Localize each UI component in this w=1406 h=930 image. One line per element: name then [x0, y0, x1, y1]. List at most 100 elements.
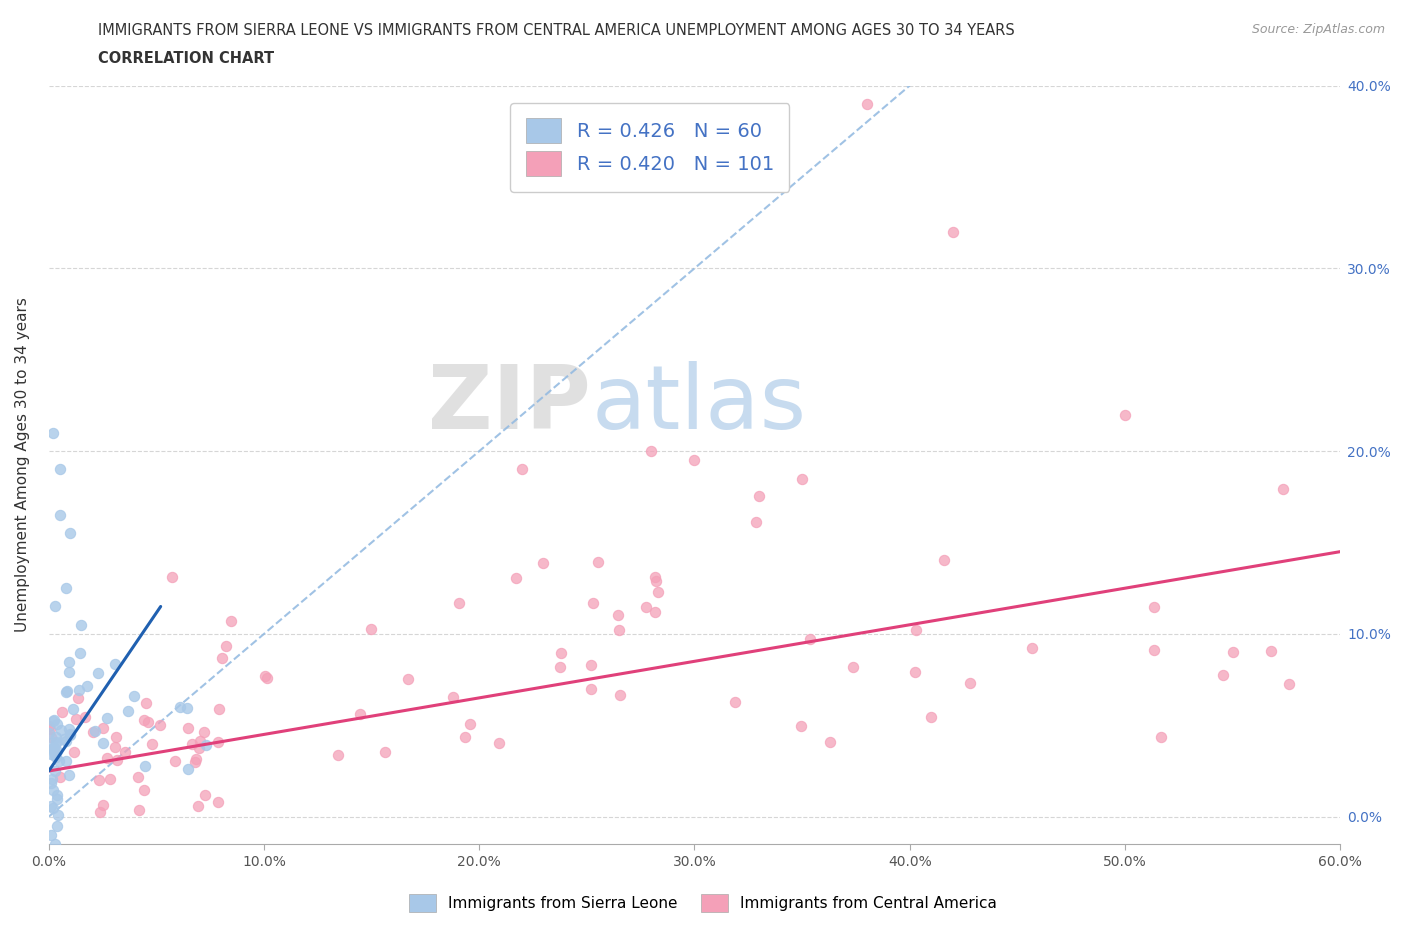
Point	[58, 665, 80, 680]
Point	[82, 724, 104, 739]
Point	[647, 584, 669, 599]
Point	[550, 659, 572, 674]
Text: ZIP: ZIP	[429, 361, 591, 447]
Point	[96, 751, 118, 765]
Point	[67, 691, 90, 706]
Point	[93, 735, 115, 750]
Point	[396, 671, 419, 686]
Point	[55, 684, 77, 699]
Point	[48, 508, 70, 523]
Point	[51, 705, 73, 720]
Point	[55, 753, 77, 768]
Point	[180, 737, 202, 751]
Point	[183, 754, 205, 769]
Point	[42, 740, 65, 755]
Point	[531, 555, 554, 570]
Point	[256, 671, 278, 685]
Point	[41, 736, 63, 751]
Point	[98, 771, 121, 786]
Point	[163, 753, 186, 768]
Point	[69, 645, 91, 660]
Legend: Immigrants from Sierra Leone, Immigrants from Central America: Immigrants from Sierra Leone, Immigrants…	[402, 888, 1004, 918]
Point	[177, 720, 200, 735]
Point	[62, 702, 84, 717]
Text: atlas: atlas	[591, 361, 806, 447]
Point	[1143, 643, 1166, 658]
Point	[55, 580, 77, 595]
Point	[138, 714, 160, 729]
Point	[208, 702, 231, 717]
Point	[194, 788, 217, 803]
Point	[45, 736, 67, 751]
Point	[87, 773, 110, 788]
Point	[905, 623, 928, 638]
Point	[1260, 644, 1282, 658]
Point	[44, 764, 66, 778]
Point	[644, 604, 666, 619]
Point	[117, 703, 139, 718]
Point	[932, 553, 955, 568]
Point	[63, 744, 86, 759]
Text: Source: ZipAtlas.com: Source: ZipAtlas.com	[1251, 23, 1385, 36]
Point	[1222, 644, 1244, 659]
Point	[89, 805, 111, 820]
Point	[42, 800, 65, 815]
Point	[1272, 482, 1295, 497]
Point	[44, 712, 66, 727]
Point	[505, 570, 527, 585]
Point	[747, 488, 769, 503]
Point	[550, 645, 572, 660]
Point	[141, 737, 163, 751]
Point	[349, 707, 371, 722]
Point	[45, 744, 67, 759]
Text: CORRELATION CHART: CORRELATION CHART	[98, 51, 274, 66]
Point	[942, 224, 965, 239]
Point	[184, 751, 207, 766]
Point	[190, 734, 212, 749]
Point	[579, 682, 602, 697]
Point	[105, 753, 128, 768]
Point	[609, 687, 631, 702]
Point	[44, 740, 66, 755]
Point	[920, 710, 942, 724]
Point	[44, 748, 66, 763]
Point	[58, 722, 80, 737]
Point	[45, 735, 67, 750]
Point	[46, 818, 69, 833]
Point	[73, 710, 96, 724]
Point	[70, 618, 93, 632]
Point	[42, 745, 65, 760]
Point	[39, 747, 62, 762]
Point	[253, 669, 276, 684]
Point	[634, 600, 657, 615]
Point	[104, 657, 127, 671]
Point	[59, 526, 82, 541]
Point	[1143, 600, 1166, 615]
Point	[176, 761, 198, 776]
Point	[904, 664, 927, 679]
Point	[56, 684, 79, 698]
Point	[644, 569, 666, 584]
Point	[44, 599, 66, 614]
Point	[39, 828, 62, 843]
Point	[326, 748, 349, 763]
Point	[42, 845, 65, 860]
Point	[91, 797, 114, 812]
Point	[39, 799, 62, 814]
Point	[38, 725, 60, 740]
Point	[42, 425, 65, 440]
Point	[441, 690, 464, 705]
Point	[45, 788, 67, 803]
Point	[818, 735, 841, 750]
Point	[45, 791, 67, 806]
Point	[724, 695, 747, 710]
Point	[169, 699, 191, 714]
Point	[44, 837, 66, 852]
Point	[58, 655, 80, 670]
Point	[211, 650, 233, 665]
Point	[588, 554, 610, 569]
Point	[59, 727, 82, 742]
Point	[447, 595, 470, 610]
Legend: R = 0.426   N = 60, R = 0.420   N = 101: R = 0.426 N = 60, R = 0.420 N = 101	[510, 103, 789, 192]
Point	[188, 741, 211, 756]
